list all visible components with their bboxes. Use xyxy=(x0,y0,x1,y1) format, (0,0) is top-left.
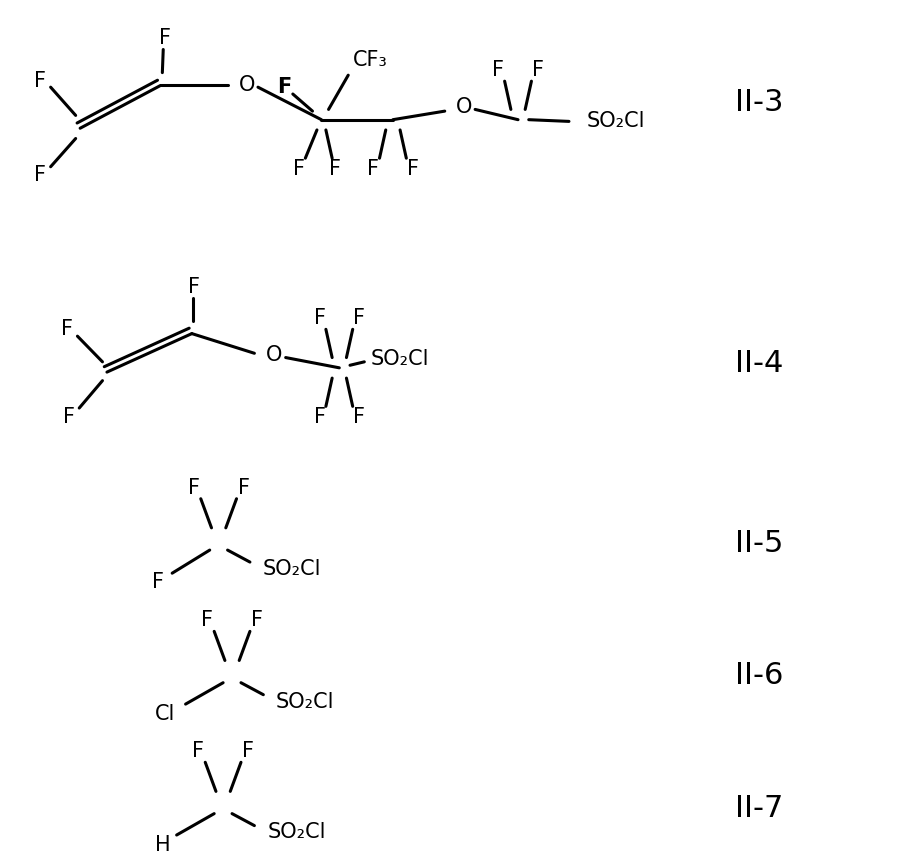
Text: F: F xyxy=(353,308,365,328)
Text: O: O xyxy=(266,345,282,365)
Text: O: O xyxy=(239,75,255,95)
Text: F: F xyxy=(277,77,291,97)
Text: II-5: II-5 xyxy=(735,529,784,558)
Text: II-4: II-4 xyxy=(735,349,784,378)
Text: F: F xyxy=(34,71,46,92)
Text: SO₂Cl: SO₂Cl xyxy=(276,691,335,712)
Text: O: O xyxy=(456,97,473,117)
Text: SO₂Cl: SO₂Cl xyxy=(267,823,326,842)
Text: F: F xyxy=(188,276,199,296)
Text: F: F xyxy=(492,60,504,80)
Text: F: F xyxy=(242,741,254,761)
Text: F: F xyxy=(293,159,305,180)
Text: II-3: II-3 xyxy=(735,88,784,117)
Text: II-7: II-7 xyxy=(735,794,784,823)
Text: F: F xyxy=(34,165,46,185)
Text: SO₂Cl: SO₂Cl xyxy=(587,111,646,131)
Text: F: F xyxy=(367,159,379,180)
Text: SO₂Cl: SO₂Cl xyxy=(262,559,321,579)
Text: F: F xyxy=(188,478,199,498)
Text: F: F xyxy=(531,60,544,80)
Text: CF₃: CF₃ xyxy=(354,50,388,70)
Text: F: F xyxy=(407,159,419,180)
Text: F: F xyxy=(353,408,365,428)
Text: F: F xyxy=(152,572,164,592)
Text: F: F xyxy=(192,741,204,761)
Text: F: F xyxy=(60,320,73,340)
Text: SO₂Cl: SO₂Cl xyxy=(371,349,429,369)
Text: F: F xyxy=(251,610,263,630)
Text: Cl: Cl xyxy=(155,704,175,724)
Text: F: F xyxy=(314,408,326,428)
Text: II-6: II-6 xyxy=(735,661,784,690)
Text: F: F xyxy=(201,610,213,630)
Text: F: F xyxy=(329,159,341,180)
Text: H: H xyxy=(154,835,170,855)
Text: F: F xyxy=(237,478,250,498)
Text: F: F xyxy=(314,308,326,328)
Text: F: F xyxy=(62,407,75,427)
Text: F: F xyxy=(159,29,171,48)
